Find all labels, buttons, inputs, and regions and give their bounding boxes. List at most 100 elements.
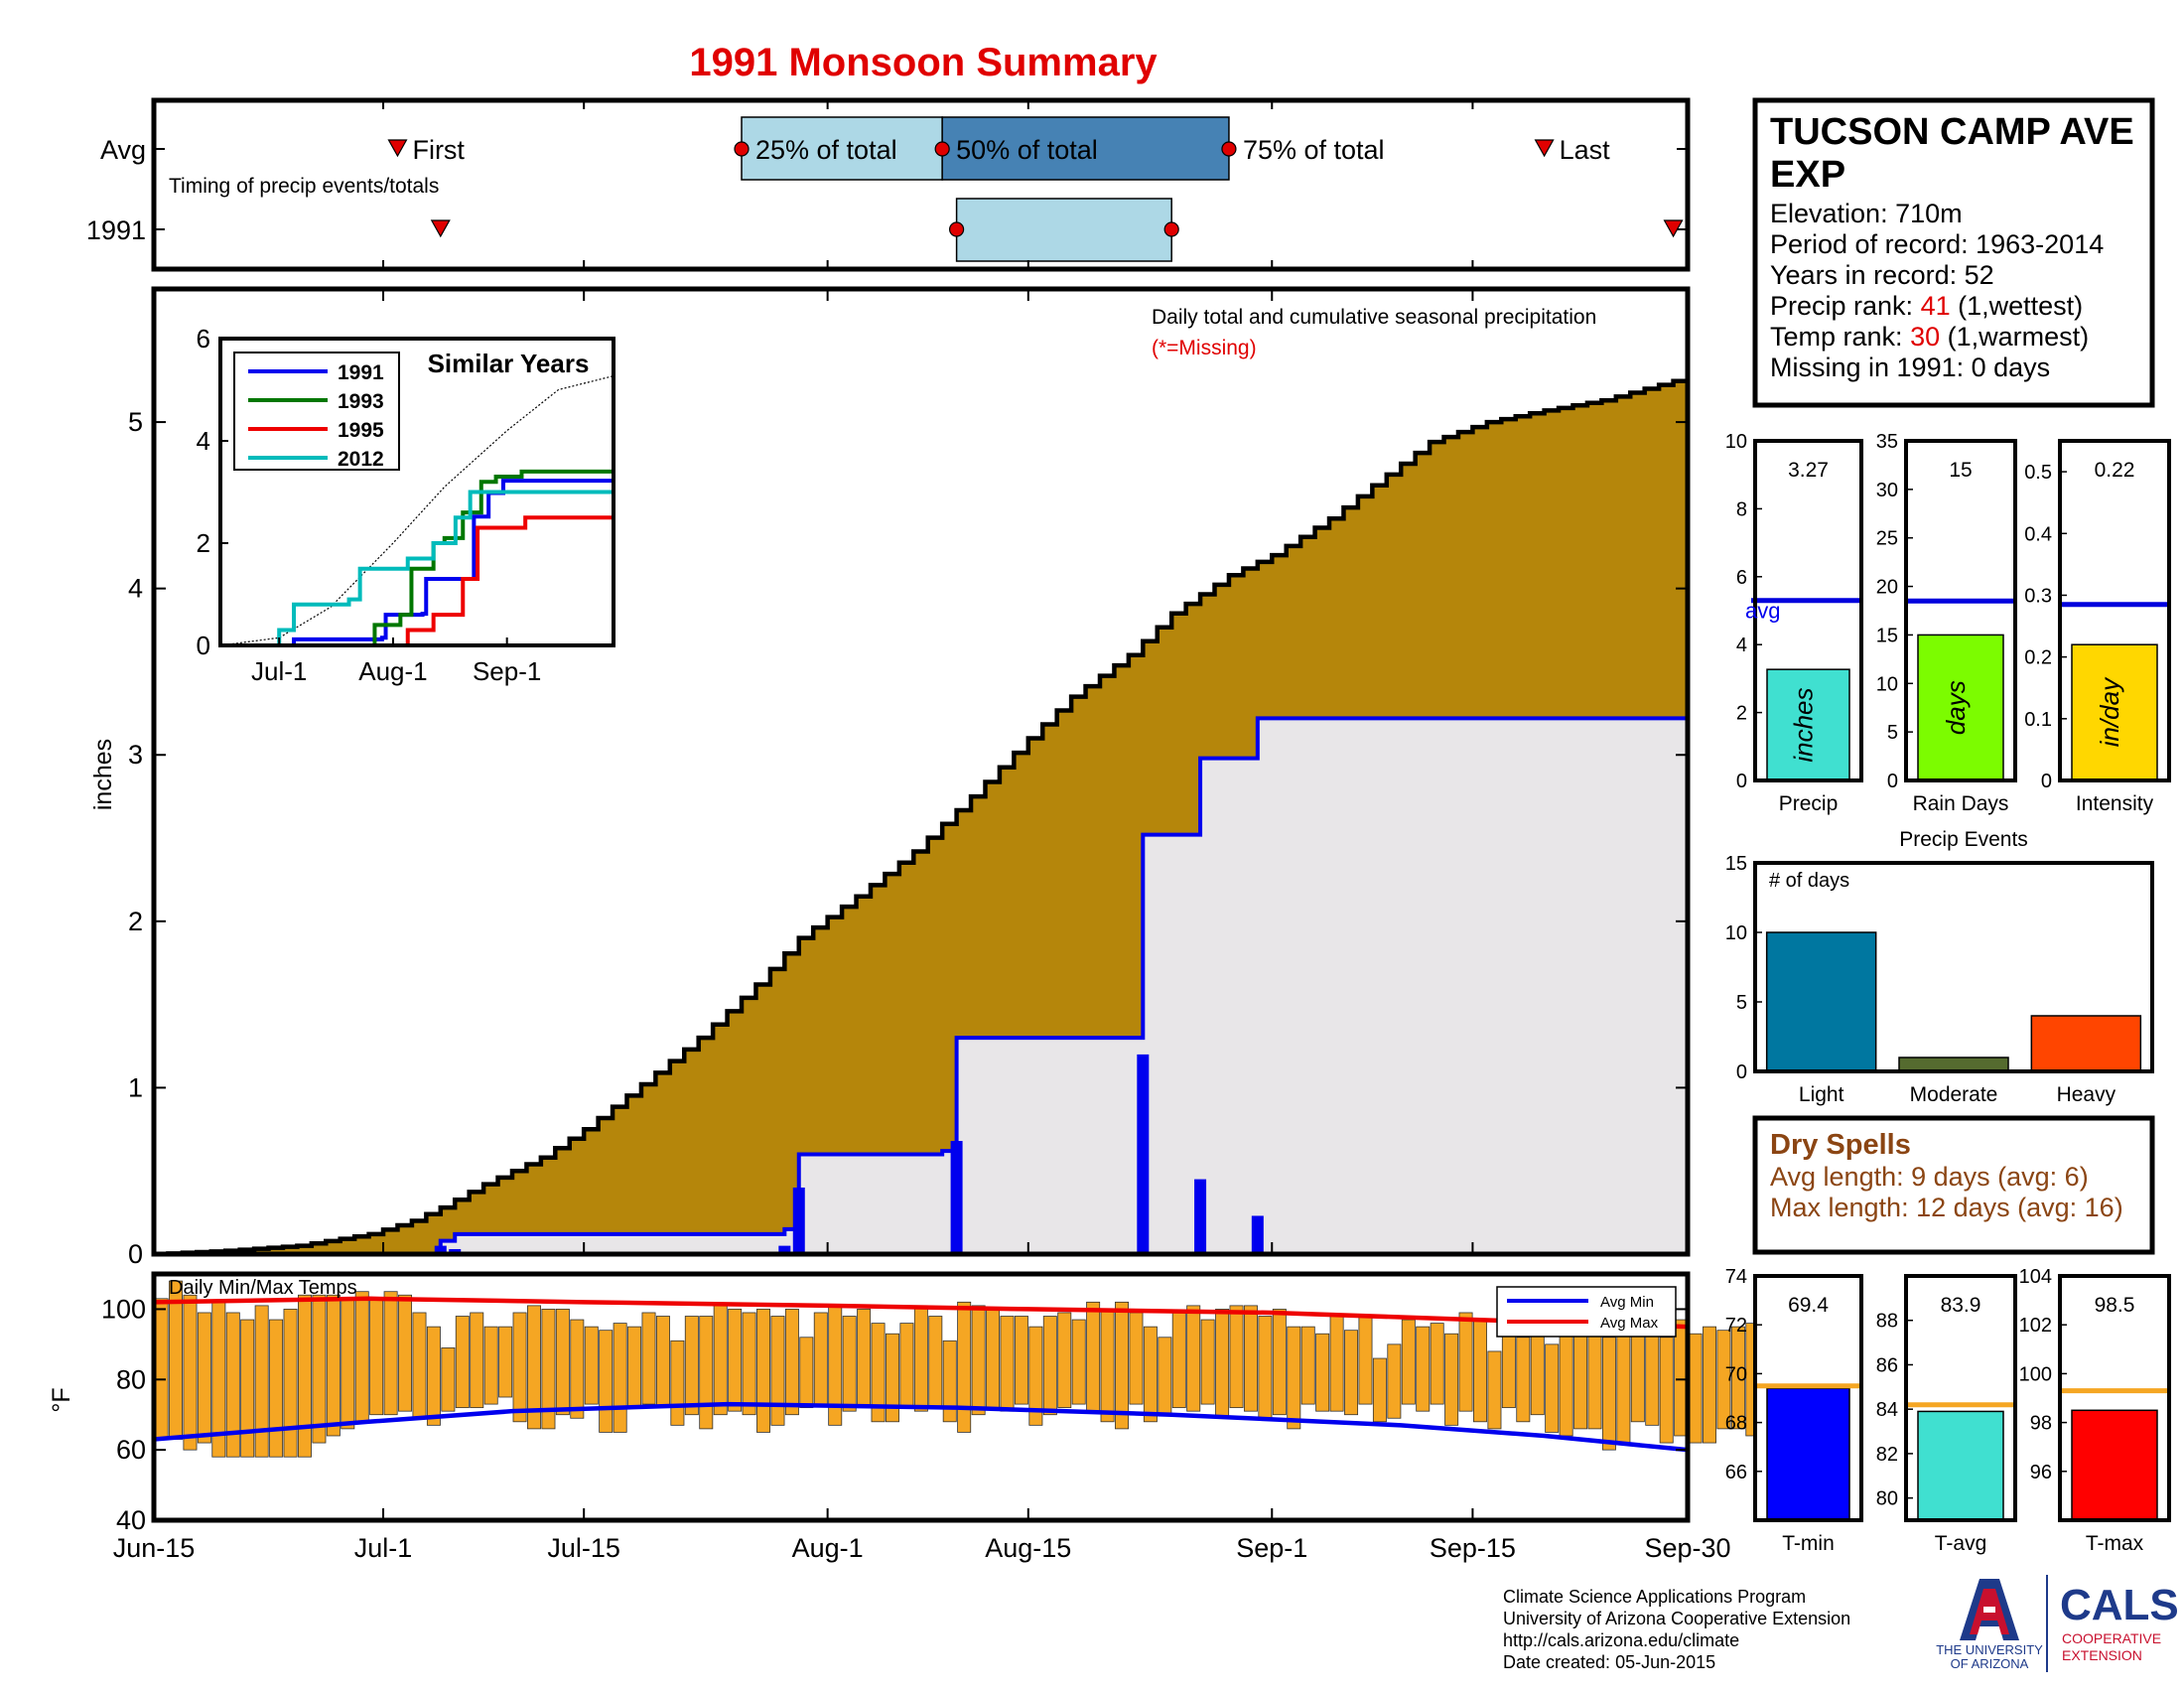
temp-bar [742,1312,756,1416]
date-tick-label: Jun-15 [113,1533,196,1563]
precip-total-panel: 0 2 4 6 8 10 3.27 Precip inches avg [1725,431,1863,815]
temp-bar [1573,1330,1588,1430]
arizona-a-icon [1960,1579,2019,1640]
tmax-value-label: 98.5 [2095,1294,2135,1317]
temp-rank-value: 30 [1910,322,1940,352]
temp-bar [1645,1330,1660,1426]
tmax-ytick-label: 98 [2030,1413,2052,1435]
station-precip-rank: Precip rank: 41 (1,wettest) [1770,291,2083,321]
temp-bar [942,1340,957,1423]
daily-precip-bar [1137,1054,1150,1254]
events-ytick-label: 0 [1736,1061,1747,1083]
dry-spells-frame [1752,1115,2155,1255]
dry-spells-max: Max length: 12 days (avg: 16) [1770,1193,2123,1222]
timing-row-avg-label: Avg [100,135,146,165]
station-frame [1752,97,2155,408]
temp-bar [341,1298,355,1430]
daily-precip-bar [950,1141,963,1254]
temp-bar [1258,1316,1273,1419]
main-ytick-label: 3 [128,740,143,770]
temp-bar [1071,1319,1086,1405]
temp-bar [1272,1309,1287,1416]
shared-date-axis: Jun-15 Jul-1 Jul-15 Aug-1 Aug-15 Sep-1 Sep-15 S… [113,1508,1731,1563]
footer-line-2: University of Arizona Cooperative Extens… [1503,1609,1850,1628]
raindays-value-label: 15 [1949,459,1972,482]
station-missing: Missing in 1991: 0 days [1770,353,2050,382]
temp-bar [641,1312,656,1405]
avg-last-label: Last [1560,135,1611,165]
temp-bar [1630,1326,1645,1423]
temp-bar [1430,1323,1444,1405]
temp-bar [684,1316,699,1416]
date-tick-label: Sep-1 [1236,1533,1307,1563]
intensity-ytick-label: 0.1 [2024,709,2052,731]
precip-events-panel: Precip Events Light Moderate Heavy 0 5 10 15 #… [1725,828,2154,1106]
temp-bar [1616,1326,1631,1444]
temp-bar [1516,1337,1531,1423]
temp-bar [1703,1326,1717,1444]
inset-xtick-label: Jul-1 [251,656,307,686]
temp-bar [799,1337,814,1409]
tmin-ytick-label: 74 [1725,1266,1747,1288]
main-frame [151,286,1691,1257]
events-ytick-label: 15 [1725,853,1747,875]
inset-series-1993 [220,466,615,647]
precip-rank-suffix: (1,wettest) [1951,291,2084,321]
station-years: Years in record: 52 [1770,260,1994,290]
temp-bar [512,1312,527,1423]
temp-bar [1659,1337,1674,1444]
temp-bar [1158,1337,1172,1416]
temp-bar [1372,1357,1387,1423]
intensity-axis-label: Intensity [2076,792,2154,815]
temp-bar [1129,1312,1144,1405]
temp-bar [1229,1305,1244,1409]
temp-bar [398,1294,413,1412]
avg-first-marker [387,139,408,158]
temp-bar [1688,1333,1703,1444]
temp-bar [1186,1305,1201,1412]
temp-bar [886,1333,899,1423]
precip-rank-label: Precip rank: [1770,291,1921,321]
footer-line-1: Climate Science Applications Program [1503,1587,1806,1607]
main-ylabel: inches [89,739,117,810]
intensity-value-label: 0.22 [2095,459,2135,482]
temp-bar [412,1312,427,1419]
tmax-ytick-label: 102 [2019,1315,2052,1337]
avg-p75-marker [1221,141,1237,157]
temp-bar [1444,1333,1459,1426]
inset-lines [219,375,615,647]
temp-bar [813,1312,828,1405]
intensity-unit-label: in/day [2095,676,2124,747]
avg-p75-label: 75% of total [1243,135,1385,165]
date-tick-label: Aug-1 [792,1533,864,1563]
temp-bar [871,1323,886,1423]
temps-frame [151,1271,1691,1523]
dry-spells-title: Dry Spells [1770,1129,1911,1161]
temp-bar [1358,1316,1373,1405]
tmin-frame [1753,1274,1863,1522]
temp-bar [857,1309,872,1409]
avg-box-50-75 [941,116,1230,181]
avg-last-marker [1534,139,1555,158]
temp-bar [1014,1316,1028,1405]
temps-title: Daily Min/Max Temps [169,1277,357,1299]
inset-ytick-label: 4 [197,426,210,456]
temp-bar [655,1316,670,1409]
date-tick-label: Sep-30 [1644,1533,1730,1563]
dry-spells-box: Dry Spells Avg length: 9 days (avg: 6) M… [1752,1115,2155,1255]
temp-bar [1473,1319,1487,1423]
temp-bar [483,1326,498,1405]
precip-axis-label: Precip [1779,792,1839,815]
temp-bar [1300,1326,1315,1405]
tmax-panel: 96 98 100 102 104 98.5 T-max [2019,1266,2171,1555]
temps-legend [1496,1286,1677,1338]
temp-rank-label: Temp rank: [1770,322,1910,352]
temp-bar [154,1298,169,1440]
events-ytick-label: 10 [1725,922,1747,944]
precip-ytick-label: 10 [1725,431,1747,453]
events-title: Precip Events [1899,828,2028,851]
temp-bar [1587,1330,1602,1430]
temp-bar [584,1326,599,1405]
temp-bar [1730,1326,1745,1430]
